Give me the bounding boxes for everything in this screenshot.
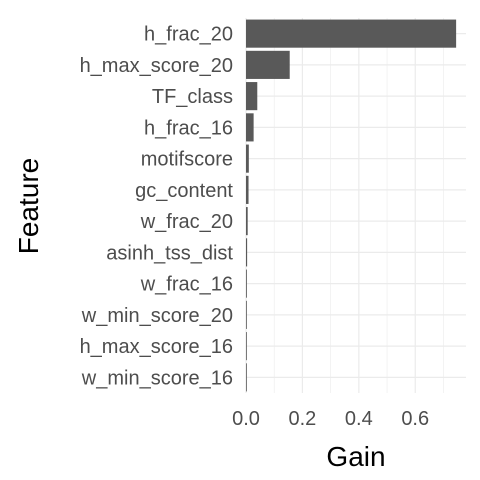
y-tick-label: asinh_tss_dist: [106, 242, 233, 264]
y-tick-labels: h_frac_20 h_max_score_20 TF_class h_frac_16…: [80, 24, 234, 390]
y-tick-label: h_frac_20: [144, 24, 233, 46]
bar-motifscore: [246, 144, 249, 173]
y-tick-label: h_max_score_20: [80, 55, 233, 77]
bar-w_frac_16: [246, 269, 247, 298]
y-tick-label: gc_content: [135, 180, 233, 202]
bar-gc_content: [246, 175, 249, 204]
y-tick-label: h_max_score_16: [80, 336, 233, 358]
bar-TF_class: [246, 82, 258, 111]
y-tick-label: w_frac_16: [140, 274, 233, 296]
x-tick-label: 0.2: [289, 408, 317, 430]
bar-h_max_score_20: [246, 50, 290, 79]
y-tick-label: w_min_score_16: [81, 367, 233, 389]
y-tick-label: w_frac_20: [140, 211, 233, 233]
x-tick-label: 0.6: [401, 408, 429, 430]
bar-h_max_score_16: [246, 332, 247, 361]
bar-h_frac_20: [246, 19, 457, 48]
y-tick-label: w_min_score_20: [81, 305, 233, 327]
grid: [245, 18, 466, 393]
bar-asinh_tss_dist: [246, 238, 248, 267]
bar-h_frac_16: [246, 113, 254, 142]
y-tick-label: motifscore: [141, 149, 233, 171]
bar-w_min_score_16: [246, 363, 247, 392]
x-tick-label: 0.0: [232, 408, 260, 430]
bar-w_frac_20: [246, 207, 248, 236]
x-tick-labels: 0.0 0.2 0.4 0.6: [232, 408, 429, 430]
bar-w_min_score_20: [246, 300, 247, 329]
y-axis-title: Feature: [13, 158, 44, 255]
x-tick-label: 0.4: [345, 408, 373, 430]
x-axis-title: Gain: [326, 441, 385, 472]
y-tick-label: h_frac_16: [144, 117, 233, 139]
y-tick-label: TF_class: [152, 86, 233, 108]
bars: [246, 19, 457, 392]
